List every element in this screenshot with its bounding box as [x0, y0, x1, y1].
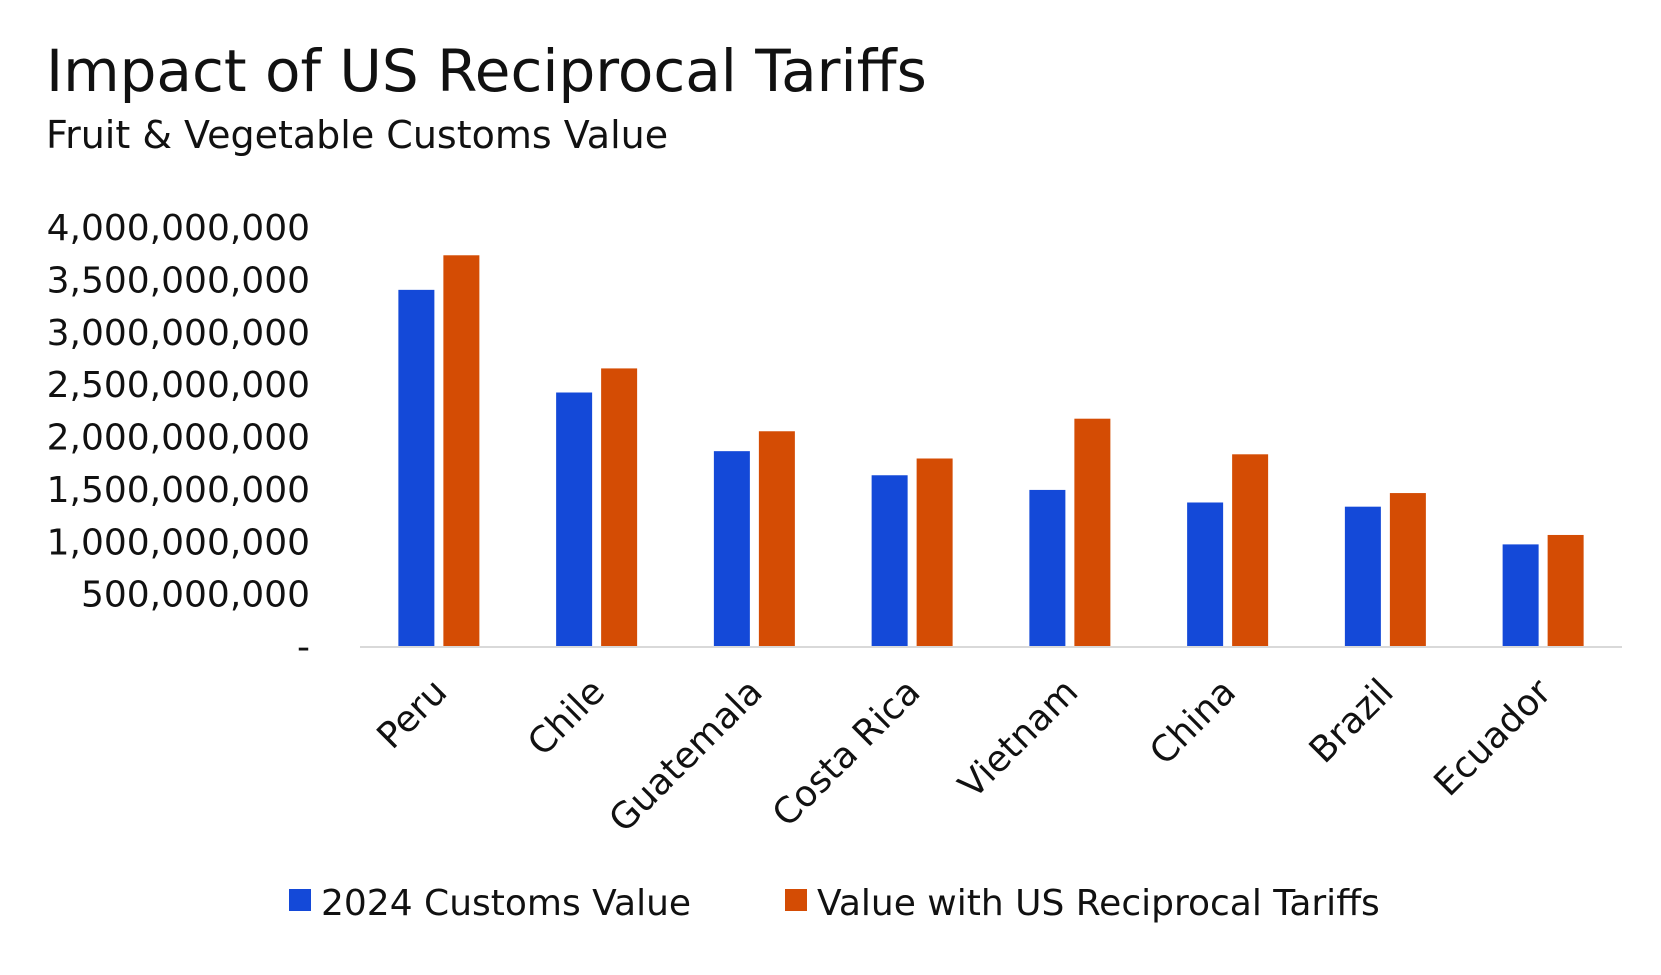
bar-customs-value-chile — [556, 392, 593, 646]
y-tick-label: 4,000,000,000 — [47, 208, 310, 249]
y-tick-label: 1,500,000,000 — [47, 470, 310, 511]
bar-customs-value-china — [1187, 502, 1224, 646]
y-tick-label: 1,000,000,000 — [47, 522, 310, 563]
bar-customs-value-vietnam — [1029, 489, 1066, 646]
bar-with-tariffs-china — [1232, 454, 1269, 646]
x-tick-label: Guatemala — [602, 671, 771, 840]
y-tick-label: 2,000,000,000 — [47, 418, 310, 459]
bar-with-tariffs-chile — [601, 368, 638, 646]
x-tick-label: Peru — [370, 671, 456, 757]
chart-title: Impact of US Reciprocal Tariffs — [46, 37, 927, 105]
legend-swatch-customs-value — [289, 889, 311, 911]
bar-customs-value-peru — [398, 289, 435, 646]
bar-customs-value-guatemala — [713, 451, 750, 646]
bars — [398, 255, 1584, 646]
chart-subtitle: Fruit & Vegetable Customs Value — [46, 113, 668, 157]
bar-with-tariffs-guatemala — [758, 431, 795, 646]
x-tick-label: Costa Rica — [765, 671, 929, 835]
bar-customs-value-brazil — [1344, 506, 1381, 646]
x-tick-label: Vietnam — [951, 671, 1086, 806]
legend-label-with-tariffs: Value with US Reciprocal Tariffs — [817, 883, 1380, 924]
x-tick-label: China — [1142, 671, 1244, 773]
bar-with-tariffs-brazil — [1389, 493, 1426, 646]
y-tick-label: 500,000,000 — [81, 575, 310, 616]
bar-customs-value-ecuador — [1502, 544, 1539, 646]
y-axis: - 500,000,000 1,000,000,000 1,500,000,000 2,… — [47, 208, 310, 668]
legend: 2024 Customs Value Value with US Reciproc… — [289, 883, 1380, 924]
bar-with-tariffs-ecuador — [1547, 534, 1584, 646]
bar-customs-value-costa-rica — [871, 475, 908, 646]
bar-with-tariffs-costa-rica — [916, 458, 953, 646]
y-tick-label: 3,000,000,000 — [47, 313, 310, 354]
bar-with-tariffs-vietnam — [1074, 418, 1111, 646]
y-tick-label: 2,500,000,000 — [47, 365, 310, 406]
y-tick-label: - — [297, 627, 310, 668]
x-tick-label: Ecuador — [1426, 671, 1559, 804]
legend-label-customs-value: 2024 Customs Value — [321, 883, 691, 924]
legend-swatch-with-tariffs — [785, 889, 807, 911]
bar-with-tariffs-peru — [443, 255, 480, 646]
x-tick-label: Chile — [520, 671, 613, 764]
x-tick-label: Brazil — [1302, 671, 1402, 771]
y-tick-label: 3,500,000,000 — [47, 260, 310, 301]
